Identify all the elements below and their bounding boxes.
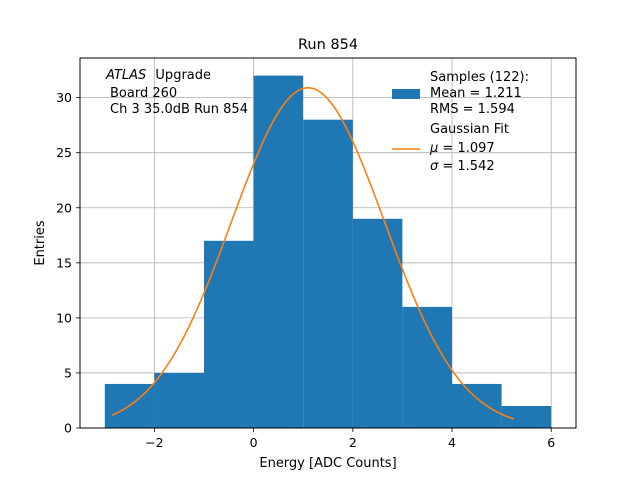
histogram-bar [352,218,403,428]
x-axis-ticks: −2 0 2 4 6 [145,428,555,450]
x-tick-label: 4 [448,435,456,450]
gaussian-fit-line [111,86,515,420]
svg-text:ATLAS Upgrade: ATLAS Upgrade [105,68,211,83]
x-tick-label: 0 [250,435,258,450]
histogram-bar [402,306,452,428]
legend-samples-title: Samples (122): [430,70,529,85]
y-tick-label: 20 [56,200,72,215]
y-tick-label: 0 [64,421,72,436]
y-tick-label: 25 [56,145,72,160]
histogram-bar [303,119,353,429]
plot-frame [79,57,577,429]
legend-samples-rms: RMS = 1.594 [430,102,515,117]
x-tick-label: 2 [349,435,357,450]
legend-fit-sigma-value: = 1.542 [438,159,494,174]
legend: Samples (122): Mean = 1.211 RMS = 1.594 … [392,70,529,174]
annotation-experiment-suffix: Upgrade [155,68,211,83]
y-tick-label: 10 [56,310,72,325]
annotation-board: Board 260 [110,86,177,101]
legend-fit-mu: μ = 1.097 [429,141,495,156]
histogram-bar [204,240,254,428]
legend-fit-mu-value: = 1.097 [438,141,494,156]
histogram-bar [154,372,204,428]
histogram-bars [104,75,552,429]
y-axis-label: Entries [33,220,48,266]
legend-fit-title: Gaussian Fit [430,122,509,137]
histogram-bar [253,75,304,428]
legend-samples-mean: Mean = 1.211 [430,86,522,101]
legend-fit-mu-symbol: μ [429,141,438,156]
chart-title: Run 854 [298,37,358,53]
legend-fit-sigma-symbol: σ [430,159,439,174]
annotation-experiment: ATLAS [105,68,146,83]
annotation-channel-run: Ch 3 35.0dB Run 854 [110,102,248,117]
legend-samples-swatch [392,89,420,99]
histogram-bar [501,405,552,428]
x-axis-label: Energy [ADC Counts] [259,456,396,471]
histogram-bar [452,383,502,428]
x-tick-label: −2 [145,435,163,450]
gaussian-fit-curve [111,86,515,420]
legend-fit-sigma: σ = 1.542 [430,159,495,174]
atlas-annotation: ATLAS Upgrade Board 260 Ch 3 35.0dB Run … [105,68,248,117]
y-tick-label: 15 [56,255,72,270]
y-tick-label: 5 [64,365,72,380]
y-tick-label: 30 [56,90,72,105]
x-tick-label: 6 [547,435,555,450]
y-axis-ticks: 0 5 10 15 20 25 30 [56,90,80,436]
